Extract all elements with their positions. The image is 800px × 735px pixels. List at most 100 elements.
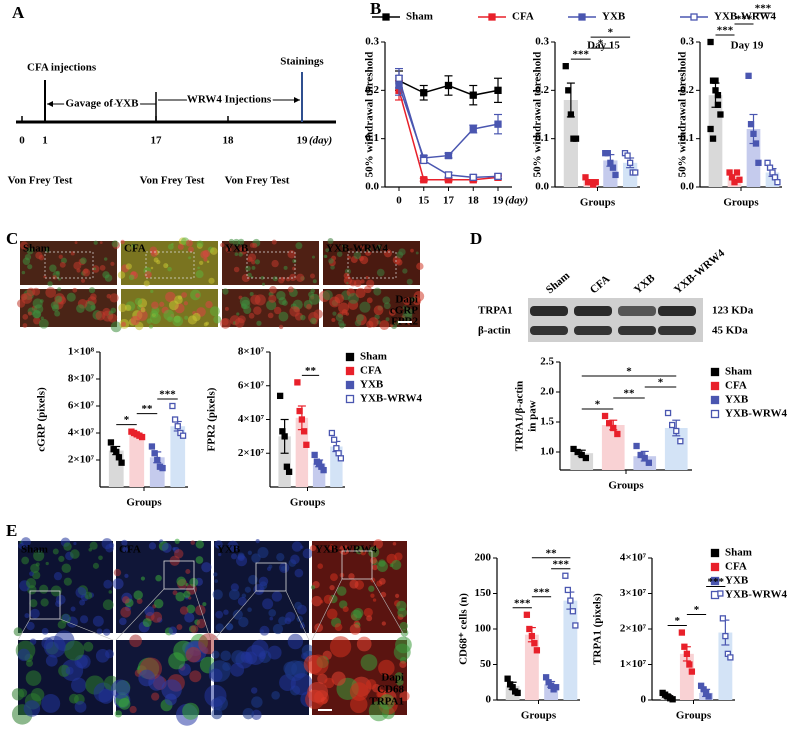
marker — [159, 464, 166, 472]
micrograph-texture — [33, 550, 45, 562]
micrograph-texture — [310, 273, 315, 279]
micrograph-texture — [225, 246, 232, 253]
micrograph-texture — [64, 640, 85, 661]
micrograph-texture — [244, 586, 251, 593]
micrograph-texture — [124, 304, 132, 312]
marker — [345, 366, 355, 376]
marker — [514, 689, 521, 697]
bar — [601, 425, 625, 470]
marker — [564, 586, 572, 594]
marker — [283, 463, 291, 470]
micrograph-texture — [195, 605, 206, 616]
significance-label: ** — [305, 365, 317, 377]
micrograph-texture — [379, 694, 395, 710]
legend-label: CFA — [725, 380, 747, 392]
micrograph-texture — [296, 615, 303, 623]
micrograph-texture — [168, 300, 179, 311]
micrograph-texture — [74, 700, 87, 713]
micrograph-texture — [110, 321, 122, 333]
micrograph-texture — [331, 671, 346, 686]
marker — [633, 442, 640, 450]
micrograph-texture — [290, 554, 300, 565]
marker — [755, 159, 762, 166]
marker — [320, 466, 327, 474]
y-tick-label: 6×10⁷ — [68, 400, 95, 412]
micrograph-texture — [323, 594, 333, 604]
micrograph-texture — [268, 564, 273, 569]
zoom-box — [341, 550, 373, 580]
marker — [731, 179, 738, 186]
marker — [562, 572, 569, 579]
micrograph-texture — [66, 292, 76, 302]
band — [618, 306, 656, 316]
micrograph-texture — [328, 544, 335, 551]
timeline-tick-label: 0 — [19, 135, 25, 147]
micrograph-texture — [396, 251, 404, 259]
significance-label: *** — [533, 586, 550, 598]
panel-label: D — [470, 229, 482, 248]
marker — [113, 448, 120, 456]
micrograph-texture — [163, 309, 175, 321]
micrograph-texture — [65, 666, 74, 675]
micrograph-texture — [385, 317, 390, 322]
micrograph-texture — [225, 622, 233, 631]
micrograph-texture — [276, 553, 285, 562]
marker — [296, 407, 303, 415]
marker — [420, 89, 428, 97]
micrograph-texture — [278, 311, 289, 322]
micrograph-texture — [52, 275, 57, 280]
micrograph-texture — [213, 572, 218, 577]
chart-title: Day 19 — [731, 40, 764, 52]
micrograph-texture — [301, 644, 315, 658]
micrograph-texture — [307, 654, 329, 676]
micrograph-texture — [244, 651, 258, 665]
micrograph-texture — [365, 275, 369, 280]
micrograph-texture — [80, 278, 86, 283]
marker — [774, 179, 781, 186]
y-axis-label: TRPA1/β-actin — [514, 381, 526, 451]
micrograph-texture — [294, 601, 302, 610]
micrograph-texture — [118, 303, 127, 313]
x-axis-label: Groups — [521, 710, 557, 722]
y-tick-label: 2×10⁷ — [620, 623, 647, 635]
micrograph-texture — [411, 296, 416, 302]
micrograph-texture — [113, 568, 122, 577]
marker — [469, 91, 477, 99]
marker — [710, 367, 720, 377]
micrograph-texture — [353, 279, 362, 288]
x-tick-label: 18 — [468, 195, 480, 207]
marker — [683, 650, 691, 657]
micrograph-texture — [364, 285, 372, 294]
micrograph-texture — [372, 564, 378, 571]
micrograph-texture — [245, 265, 251, 272]
legend-label: Sham — [725, 366, 752, 378]
y-tick-label: 0.2 — [535, 84, 549, 96]
micrograph-texture — [256, 320, 262, 326]
marker — [444, 151, 453, 160]
micrograph-texture — [367, 248, 371, 252]
marker — [285, 468, 293, 475]
micrograph-texture — [40, 316, 44, 320]
micrograph-texture — [165, 291, 176, 303]
marker — [690, 13, 698, 21]
micrograph-texture — [161, 679, 182, 700]
band — [658, 306, 696, 316]
legend-label: YXB — [360, 379, 384, 391]
event-label: Gavage of YXB — [66, 98, 140, 110]
micrograph-texture — [396, 259, 403, 266]
micrograph-texture — [183, 301, 189, 306]
micrograph-texture — [230, 553, 238, 560]
image-label: YXB-WRW4 — [315, 544, 377, 556]
micrograph-texture — [381, 621, 386, 626]
marker — [333, 445, 340, 452]
micrograph-texture — [291, 541, 303, 552]
micrograph-texture — [63, 542, 72, 551]
micrograph-texture — [44, 247, 50, 253]
zoom-line — [59, 618, 114, 641]
marker — [444, 81, 453, 90]
micrograph-texture — [262, 598, 274, 610]
micrograph-texture — [300, 314, 306, 321]
micrograph-texture — [276, 290, 286, 301]
micrograph-texture — [181, 292, 188, 298]
legend-label: CFA — [512, 11, 534, 23]
